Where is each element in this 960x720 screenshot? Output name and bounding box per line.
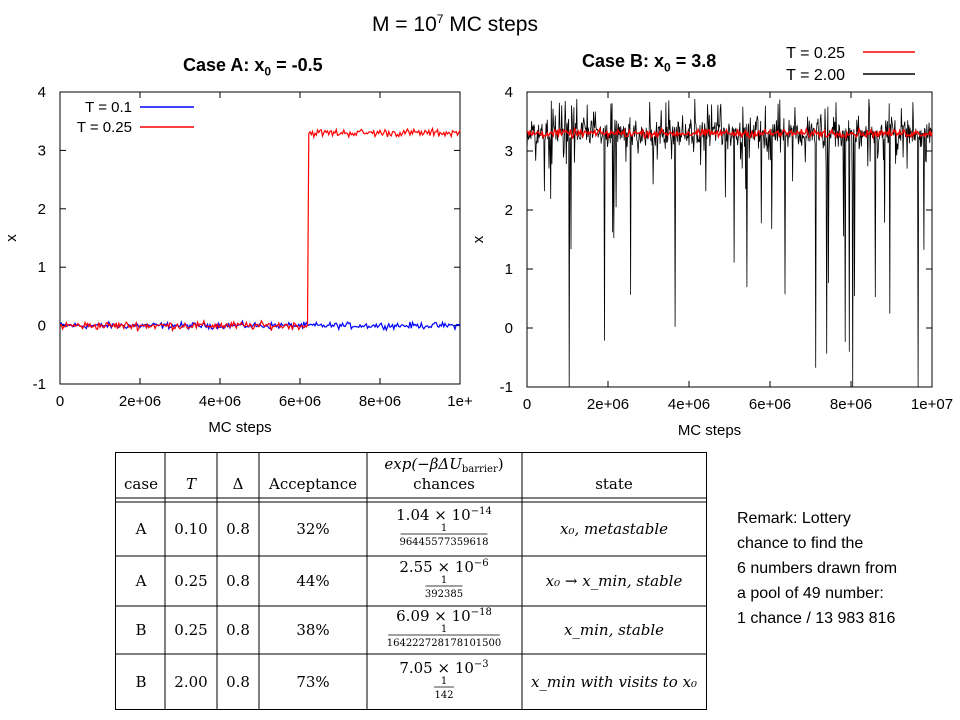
results-table-svg: case T Δ Acceptance exp(−βΔUbarrier) cha…	[115, 452, 707, 710]
table-grid	[115, 452, 707, 710]
x-tick-label: 0	[523, 396, 531, 413]
x-tick-label: 2e+06	[587, 396, 629, 413]
table-row: A 0.25 0.8 44% 2.55 × 10−61 392385 x₀ → x_min,…	[135, 558, 683, 600]
header-acceptance: Acceptance	[268, 475, 357, 493]
cell-chance-fraction-denominator: 164222728178101500	[387, 638, 502, 649]
case-b-title: Case B: x0 = 3.8	[582, 51, 717, 75]
cell-temperature: 0.25	[174, 572, 207, 590]
header-temperature: T	[186, 475, 197, 493]
cell-chance-value: 1.04 × 10−14	[396, 506, 492, 524]
x-tick-label: 4e+06	[668, 396, 710, 413]
legend-label: T = 0.25	[786, 45, 845, 62]
cell-acceptance: 38%	[296, 621, 329, 639]
cell-delta: 0.8	[226, 621, 250, 639]
header-exp-formula: exp(−βΔUbarrier)	[384, 455, 503, 475]
cell-chance-fraction-denominator: 142	[434, 690, 453, 701]
y-tick-label: 2	[505, 202, 513, 219]
legend-label: T = 0.25	[77, 119, 132, 136]
plot-frame	[526, 91, 933, 388]
cell-case: A	[135, 520, 147, 538]
x-tick-label: 8e+06	[359, 393, 401, 410]
table-row: B 0.25 0.8 38% 6.09 × 10−181 1642227281781015…	[135, 607, 664, 649]
y-tick-label: 4	[505, 84, 513, 101]
x-axis-label: MC steps	[208, 419, 271, 436]
case-a-title: Case A: x0 = -0.5	[183, 55, 323, 79]
x-tick-label: 4e+06	[199, 393, 241, 410]
y-tick-label: -1	[33, 376, 46, 393]
y-tick-label: 2	[38, 201, 46, 218]
cell-delta: 0.8	[226, 673, 250, 691]
cell-chance-fraction-numerator: 1	[441, 624, 447, 635]
header-chances: chances	[413, 475, 475, 493]
cell-case: A	[135, 572, 147, 590]
y-tick-label: 1	[38, 259, 46, 276]
x-tick-label: 1e+07	[911, 396, 953, 413]
remark-line: Remark: Lottery	[737, 510, 851, 527]
header-delta: Δ	[233, 475, 244, 493]
series-line	[526, 126, 933, 140]
results-table: case T Δ Acceptance exp(−βΔUbarrier) cha…	[115, 452, 707, 710]
cell-chance-fraction-numerator: 1	[441, 523, 447, 534]
cell-acceptance: 73%	[296, 673, 329, 691]
cell-state: x₀ → x_min, stable	[546, 572, 683, 590]
cell-state: x_min, stable	[564, 621, 664, 639]
table-row: B 2.00 0.8 73% 7.05 × 10−31 142 x_min with vis…	[135, 659, 697, 701]
x-tick-label: 0	[56, 393, 64, 410]
cell-delta: 0.8	[226, 520, 250, 538]
y-tick-label: 0	[505, 320, 513, 337]
cell-chance-fraction-numerator: 1	[441, 676, 447, 687]
series-line	[526, 98, 933, 388]
series-line	[59, 126, 461, 333]
header-state: state	[595, 475, 633, 493]
cell-chance-value: 2.55 × 10−6	[399, 558, 488, 576]
x-tick-label: 6e+06	[279, 393, 321, 410]
y-tick-label: -1	[500, 379, 513, 396]
y-tick-label: 4	[38, 84, 46, 101]
remark-line: a pool of 49 number:	[737, 585, 884, 602]
legend-label: T = 2.00	[786, 67, 845, 84]
lottery-remark: Remark: Lottery chance to find the 6 num…	[737, 506, 957, 631]
header-case: case	[124, 475, 158, 493]
cell-case: B	[135, 621, 146, 639]
x-tick-label: 1e+	[447, 393, 473, 410]
x-tick-label: 8e+06	[830, 396, 872, 413]
cell-state: x_min with visits to x₀	[531, 673, 697, 691]
cell-chance-fraction-denominator: 392385	[425, 589, 463, 600]
cell-chance-fraction-numerator: 1	[441, 575, 447, 586]
cell-chance-value: 6.09 × 10−18	[396, 607, 492, 625]
y-axis-label: x	[470, 235, 487, 243]
cell-temperature: 0.25	[174, 621, 207, 639]
table-row: A 0.10 0.8 32% 1.04 × 10−141 96445577359618 x₀…	[135, 506, 669, 548]
main-title: M = 107 MC steps	[371, 12, 538, 36]
remark-line: 6 numbers drawn from	[737, 560, 898, 577]
x-tick-label: 2e+06	[119, 393, 161, 410]
y-tick-label: 1	[505, 261, 513, 278]
cell-chance-fraction-denominator: 96445577359618	[399, 537, 488, 548]
cell-chance-value: 7.05 × 10−3	[399, 659, 488, 677]
cell-acceptance: 44%	[296, 572, 329, 590]
chart-case-b: 0 2e+06 4e+06 6e+06 8e+06 1e+07 -1 0 1 2 3 4 MC step…	[470, 45, 953, 439]
remark-line: chance to find the	[737, 535, 864, 552]
x-axis-label: MC steps	[678, 422, 741, 439]
y-tick-label: 3	[38, 142, 46, 159]
y-tick-label: 3	[505, 143, 513, 160]
cell-temperature: 0.10	[174, 520, 207, 538]
chart-case-a: 0 2e+06 4e+06 6e+06 8e+06 1e+ -1 0 1 2 3 4 MC steps x…	[3, 84, 473, 436]
cell-delta: 0.8	[226, 572, 250, 590]
cell-state: x₀, metastable	[560, 520, 668, 538]
y-axis-label: x	[3, 234, 20, 242]
y-tick-label: 0	[38, 318, 46, 335]
cell-temperature: 2.00	[174, 673, 207, 691]
cell-case: B	[135, 673, 146, 691]
remark-line: 1 chance / 13 983 816	[737, 610, 896, 627]
legend-label: T = 0.1	[85, 99, 132, 116]
plot-frame	[59, 91, 461, 385]
x-tick-label: 6e+06	[749, 396, 791, 413]
cell-acceptance: 32%	[296, 520, 329, 538]
